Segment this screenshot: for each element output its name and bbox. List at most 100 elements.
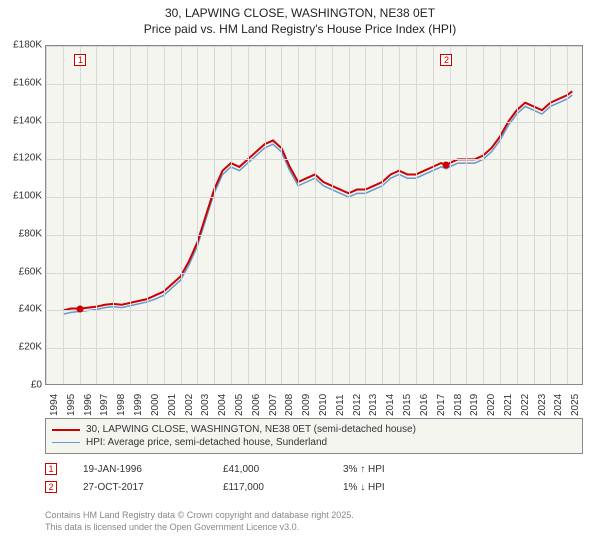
gridline-v — [382, 46, 383, 384]
sale-marker: 1 — [45, 463, 57, 475]
gridline-v — [96, 46, 97, 384]
xtick-label: 2017 — [436, 394, 447, 416]
xtick-label: 2004 — [217, 394, 228, 416]
series-hpi — [63, 95, 572, 314]
gridline-h — [46, 348, 582, 349]
xtick-label: 1994 — [49, 394, 60, 416]
xtick-label: 2000 — [150, 394, 161, 416]
gridline-h — [46, 310, 582, 311]
xtick-label: 2009 — [301, 394, 312, 416]
xtick-label: 2003 — [200, 394, 211, 416]
gridline-h — [46, 46, 582, 47]
gridline-v — [63, 46, 64, 384]
xtick-label: 2008 — [284, 394, 295, 416]
gridline-v — [450, 46, 451, 384]
ytick-label: £120K — [2, 153, 42, 164]
gridline-v — [399, 46, 400, 384]
gridline-v — [332, 46, 333, 384]
xtick-label: 2007 — [268, 394, 279, 416]
ytick-label: £100K — [2, 191, 42, 202]
xtick-label: 2023 — [537, 394, 548, 416]
xtick-label: 2015 — [402, 394, 413, 416]
gridline-v — [147, 46, 148, 384]
xtick-label: 2021 — [503, 394, 514, 416]
gridline-v — [567, 46, 568, 384]
gridline-v — [214, 46, 215, 384]
gridline-v — [265, 46, 266, 384]
sale-hpi-delta: 3% ↑ HPI — [343, 464, 443, 475]
xtick-label: 2025 — [570, 394, 581, 416]
sales-table: 1 19-JAN-1996£41,0003% ↑ HPI 227-OCT-2017£… — [45, 460, 583, 496]
chart-marker-2: 2 — [440, 54, 452, 66]
gridline-v — [130, 46, 131, 384]
gridline-v — [416, 46, 417, 384]
xtick-label: 2019 — [469, 394, 480, 416]
xtick-label: 2014 — [385, 394, 396, 416]
title-line-1: 30, LAPWING CLOSE, WASHINGTON, NE38 0ET — [0, 6, 600, 22]
gridline-v — [483, 46, 484, 384]
xtick-label: 2016 — [419, 394, 430, 416]
gridline-v — [164, 46, 165, 384]
legend-label: HPI: Average price, semi-detached house,… — [86, 437, 327, 448]
ytick-label: £160K — [2, 77, 42, 88]
ytick-label: £60K — [2, 266, 42, 277]
legend-row-1: HPI: Average price, semi-detached house,… — [52, 436, 576, 449]
legend: 30, LAPWING CLOSE, WASHINGTON, NE38 0ET … — [45, 418, 583, 454]
gridline-h — [46, 159, 582, 160]
ytick-label: £20K — [2, 342, 42, 353]
sale-hpi-delta: 1% ↓ HPI — [343, 482, 443, 493]
gridline-v — [231, 46, 232, 384]
gridline-v — [281, 46, 282, 384]
gridline-v — [433, 46, 434, 384]
xtick-label: 2012 — [352, 394, 363, 416]
gridline-v — [466, 46, 467, 384]
xtick-label: 2024 — [553, 394, 564, 416]
xtick-label: 2005 — [234, 394, 245, 416]
title-line-2: Price paid vs. HM Land Registry's House … — [0, 22, 600, 38]
chart-marker-1: 1 — [74, 54, 86, 66]
xtick-label: 2010 — [318, 394, 329, 416]
chart-svg — [46, 46, 582, 384]
gridline-v — [517, 46, 518, 384]
gridline-h — [46, 235, 582, 236]
gridline-v — [365, 46, 366, 384]
gridline-v — [113, 46, 114, 384]
xtick-label: 2022 — [520, 394, 531, 416]
gridline-h — [46, 197, 582, 198]
footer-line-1: Contains HM Land Registry data © Crown c… — [45, 510, 583, 522]
sale-marker: 2 — [45, 481, 57, 493]
xtick-label: 2002 — [184, 394, 195, 416]
gridline-h — [46, 273, 582, 274]
xtick-label: 2013 — [368, 394, 379, 416]
xtick-label: 1995 — [66, 394, 77, 416]
gridline-v — [500, 46, 501, 384]
xtick-label: 2001 — [167, 394, 178, 416]
gridline-v — [534, 46, 535, 384]
xtick-label: 1999 — [133, 394, 144, 416]
ytick-label: £140K — [2, 115, 42, 126]
legend-row-0: 30, LAPWING CLOSE, WASHINGTON, NE38 0ET … — [52, 423, 576, 436]
gridline-v — [80, 46, 81, 384]
xtick-label: 1998 — [116, 394, 127, 416]
legend-label: 30, LAPWING CLOSE, WASHINGTON, NE38 0ET … — [86, 424, 416, 435]
gridline-v — [349, 46, 350, 384]
footer-attribution: Contains HM Land Registry data © Crown c… — [45, 510, 583, 533]
chart-container: 30, LAPWING CLOSE, WASHINGTON, NE38 0ET … — [0, 0, 600, 560]
chart-title: 30, LAPWING CLOSE, WASHINGTON, NE38 0ET … — [0, 0, 600, 41]
gridline-v — [181, 46, 182, 384]
ytick-label: £80K — [2, 228, 42, 239]
gridline-h — [46, 122, 582, 123]
xtick-label: 2018 — [453, 394, 464, 416]
sale-price: £41,000 — [223, 464, 343, 475]
ytick-label: £0 — [2, 380, 42, 391]
ytick-label: £40K — [2, 304, 42, 315]
xtick-label: 1997 — [99, 394, 110, 416]
sale-price: £117,000 — [223, 482, 343, 493]
sale-point-1 — [77, 305, 84, 312]
sale-row: 227-OCT-2017£117,0001% ↓ HPI — [45, 478, 583, 496]
xtick-label: 2006 — [251, 394, 262, 416]
xtick-label: 1996 — [83, 394, 94, 416]
gridline-v — [298, 46, 299, 384]
gridline-v — [315, 46, 316, 384]
sale-date: 19-JAN-1996 — [83, 464, 223, 475]
